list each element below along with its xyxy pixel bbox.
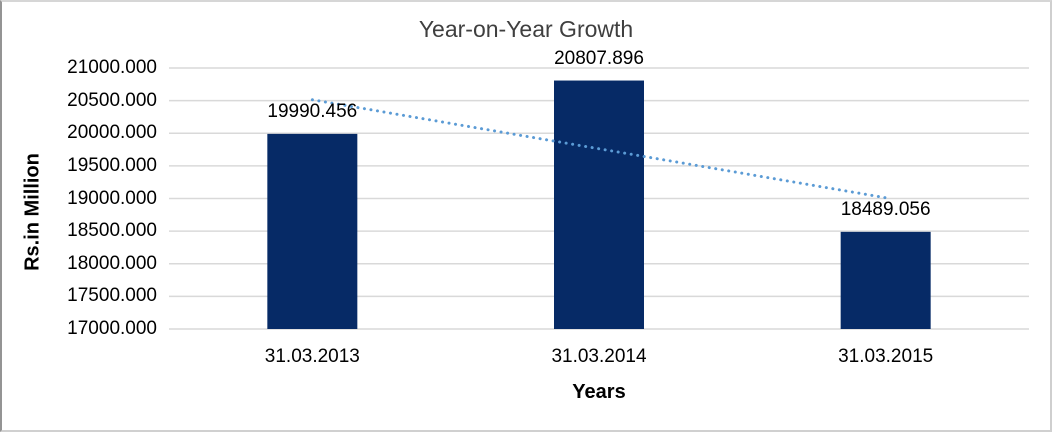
bar xyxy=(267,133,358,329)
bar-data-label: 18489.056 xyxy=(840,198,931,220)
x-category-label: 31.03.2013 xyxy=(264,346,360,367)
y-tick-label: 17500.000 xyxy=(67,285,157,307)
chart-title: Year-on-Year Growth xyxy=(418,16,634,42)
y-tick-label: 18000.000 xyxy=(67,252,157,274)
trendline xyxy=(310,98,888,200)
y-tick-label: 17000.000 xyxy=(67,318,157,339)
y-tick-label: 19000.000 xyxy=(67,187,157,209)
y-tick-label: 18500.000 xyxy=(67,220,157,242)
bar xyxy=(840,231,931,329)
y-tick-label: 19500.000 xyxy=(67,154,157,176)
y-tick-label: 20000.000 xyxy=(67,122,157,144)
bar xyxy=(554,80,644,329)
x-category-label: 31.03.2014 xyxy=(551,346,647,367)
y-tick-label: 20500.000 xyxy=(67,89,157,111)
x-category-label: 31.03.2015 xyxy=(838,346,934,367)
bar-data-label: 20807.896 xyxy=(554,47,644,69)
y-tick-label: 21000.000 xyxy=(67,57,157,78)
x-axis-title: Years xyxy=(572,381,626,403)
bar-data-label: 19990.456 xyxy=(267,100,358,122)
